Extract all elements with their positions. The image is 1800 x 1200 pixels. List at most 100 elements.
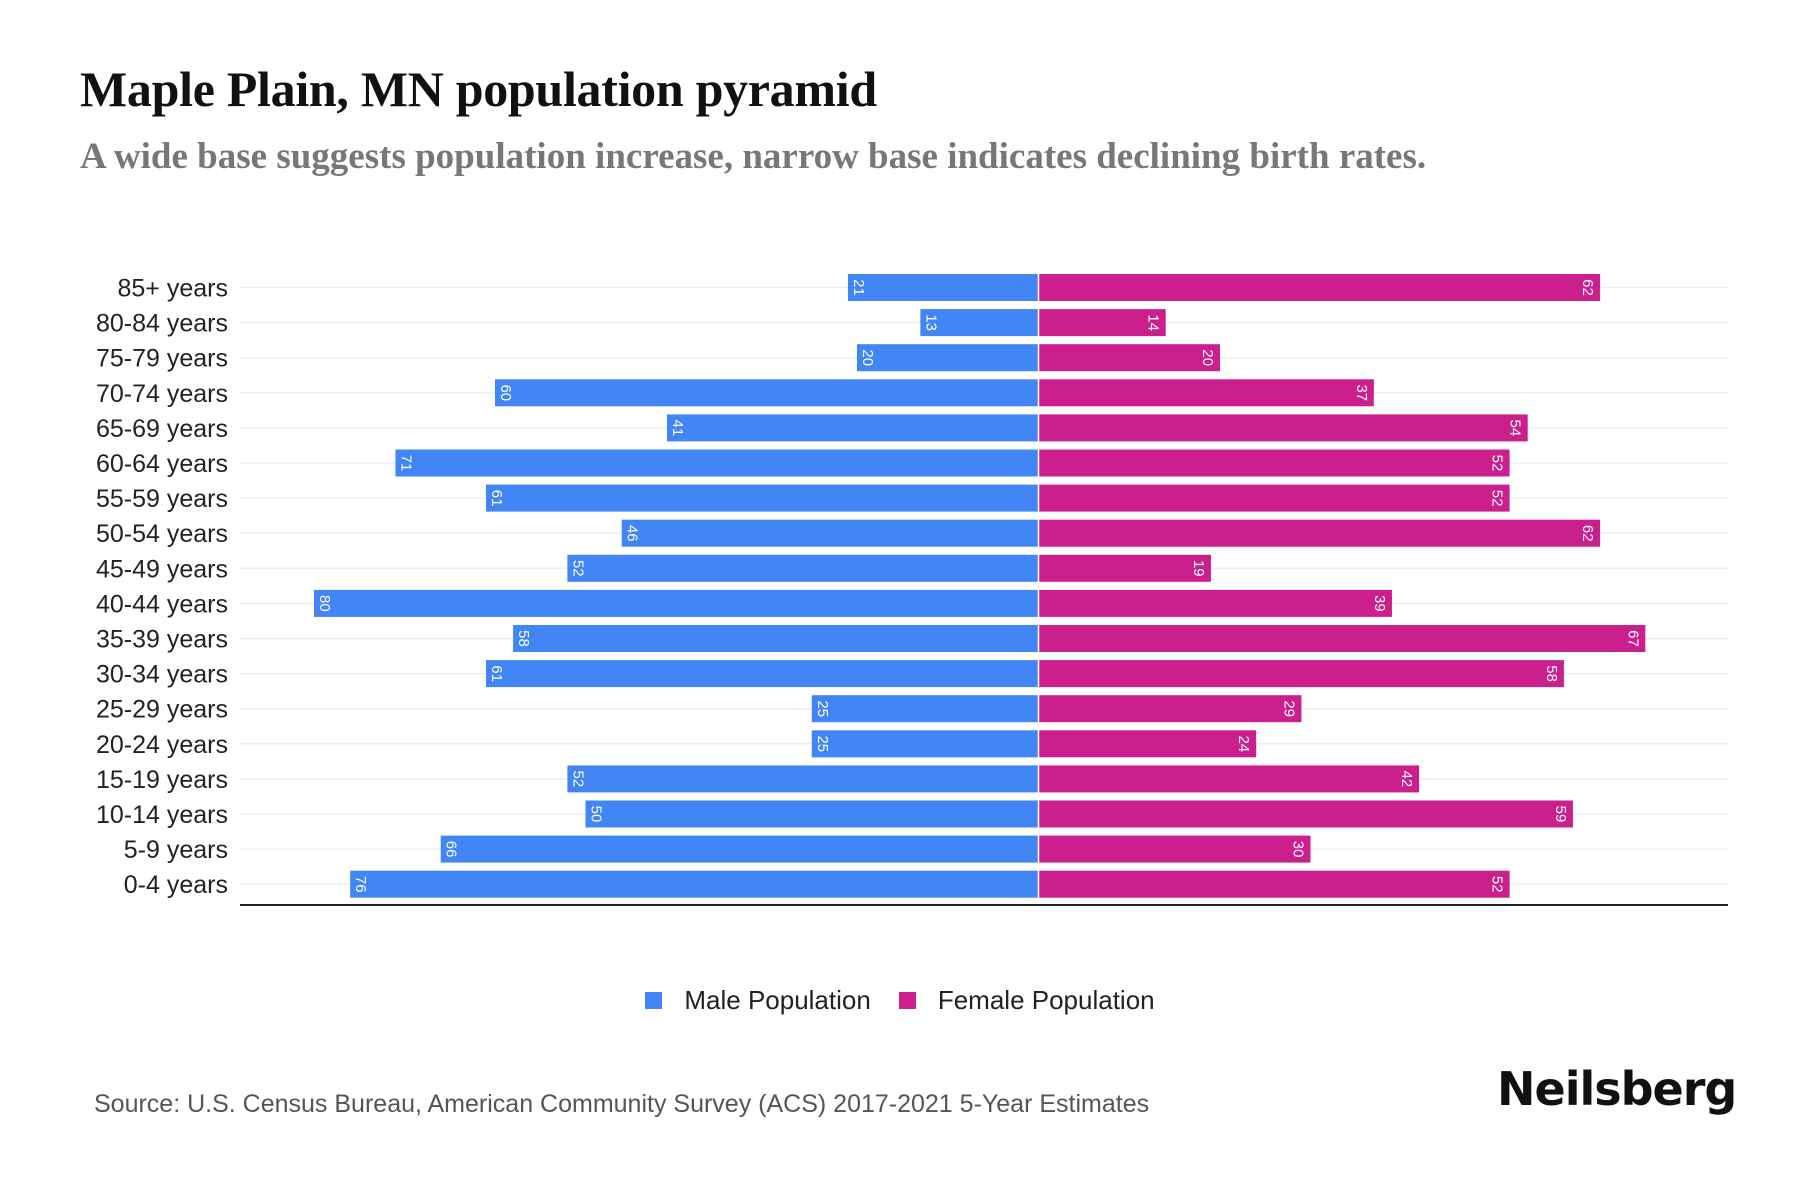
value-label-male-40-44-years: 80 (316, 595, 333, 612)
bar-male-25-29-years[interactable] (811, 695, 1038, 723)
value-label-female-80-84-years: 14 (1145, 314, 1162, 331)
source-note: Source: U.S. Census Bureau, American Com… (94, 1090, 1150, 1118)
category-labels: 85+ years 80-84 years 75-79 years 70-74 yea… (96, 275, 228, 900)
legend-label-female: Female Population (937, 985, 1155, 1015)
bars (314, 274, 1646, 898)
bar-female-80-84-years[interactable] (1039, 309, 1166, 337)
category-label-80-84-years: 80-84 years (96, 310, 228, 338)
value-label-male-30-34-years: 61 (488, 665, 505, 682)
bar-male-30-34-years[interactable] (485, 660, 1038, 688)
legend-item-male[interactable]: Male Population (645, 985, 871, 1016)
value-label-male-50-54-years: 46 (624, 525, 641, 542)
category-label-85plus-years: 85+ years (118, 275, 229, 303)
bar-female-0-4-years[interactable] (1039, 870, 1510, 898)
category-label-55-59-years: 55-59 years (96, 485, 228, 513)
value-label-female-10-14-years: 59 (1552, 806, 1569, 823)
value-label-male-35-39-years: 58 (515, 630, 532, 647)
category-label-45-49-years: 45-49 years (96, 555, 228, 583)
bar-female-20-24-years[interactable] (1039, 730, 1257, 758)
bar-male-35-39-years[interactable] (513, 625, 1038, 652)
bar-male-55-59-years[interactable] (485, 484, 1038, 512)
value-label-female-60-64-years: 52 (1489, 455, 1506, 472)
bar-female-55-59-years[interactable] (1039, 484, 1510, 512)
value-label-female-65-69-years: 54 (1507, 420, 1524, 437)
value-label-male-15-19-years: 52 (569, 771, 586, 788)
bar-male-65-69-years[interactable] (666, 414, 1038, 442)
bar-female-65-69-years[interactable] (1039, 414, 1528, 442)
category-label-20-24-years: 20-24 years (96, 731, 228, 759)
bar-male-85plus-years[interactable] (847, 274, 1038, 301)
bar-female-85plus-years[interactable] (1039, 274, 1601, 301)
bar-female-30-34-years[interactable] (1039, 660, 1564, 688)
category-label-15-19-years: 15-19 years (96, 766, 228, 794)
category-label-75-79-years: 75-79 years (96, 345, 228, 373)
value-label-female-35-39-years: 67 (1624, 630, 1641, 647)
bar-male-75-79-years[interactable] (857, 344, 1038, 372)
value-label-female-45-49-years: 19 (1190, 560, 1207, 577)
bar-female-60-64-years[interactable] (1039, 449, 1510, 477)
value-label-female-0-4-years: 52 (1489, 876, 1506, 893)
bar-male-5-9-years[interactable] (440, 835, 1038, 863)
bar-female-45-49-years[interactable] (1039, 554, 1211, 582)
bar-female-25-29-years[interactable] (1039, 695, 1302, 723)
value-label-female-70-74-years: 37 (1353, 384, 1370, 401)
bar-female-70-74-years[interactable] (1039, 379, 1374, 407)
value-label-female-5-9-years: 30 (1290, 841, 1307, 858)
bar-female-75-79-years[interactable] (1039, 344, 1220, 372)
bar-male-50-54-years[interactable] (621, 519, 1038, 547)
category-label-40-44-years: 40-44 years (96, 590, 228, 618)
value-label-male-55-59-years: 61 (488, 490, 505, 507)
legend: Male Population Female Population (0, 985, 1800, 1016)
bar-female-10-14-years[interactable] (1039, 800, 1573, 828)
bar-female-35-39-years[interactable] (1039, 625, 1646, 652)
value-labels: 21 62 13 14 20 20 60 37 41 54 71 52 61 52 46 62 52 19 80 39… (316, 279, 1641, 892)
category-label-35-39-years: 35-39 years (96, 626, 228, 654)
bar-female-40-44-years[interactable] (1039, 589, 1392, 617)
gridlines (240, 286, 1728, 885)
value-label-female-50-54-years: 62 (1579, 525, 1596, 542)
bar-male-20-24-years[interactable] (811, 730, 1038, 758)
male-swatch-icon (645, 992, 663, 1009)
population-pyramid-chart: 85+ years 80-84 years 75-79 years 70-74 yea… (96, 274, 1728, 906)
value-label-male-70-74-years: 60 (497, 384, 514, 401)
chart-title: Maple Plain, MN population pyramid (80, 61, 877, 117)
category-label-25-29-years: 25-29 years (96, 696, 228, 724)
bar-male-45-49-years[interactable] (567, 554, 1038, 582)
bar-male-15-19-years[interactable] (567, 765, 1038, 793)
value-label-male-75-79-years: 20 (859, 349, 876, 366)
value-label-male-10-14-years: 50 (588, 806, 605, 823)
value-label-male-85plus-years: 21 (850, 279, 867, 296)
bar-female-15-19-years[interactable] (1039, 765, 1420, 793)
bar-male-0-4-years[interactable] (350, 870, 1038, 898)
category-label-10-14-years: 10-14 years (96, 801, 228, 829)
bar-male-80-84-years[interactable] (920, 309, 1038, 337)
bar-male-60-64-years[interactable] (395, 449, 1038, 477)
bar-male-40-44-years[interactable] (314, 589, 1038, 617)
value-label-female-85plus-years: 62 (1579, 279, 1596, 296)
bar-female-50-54-years[interactable] (1039, 519, 1601, 547)
legend-label-male: Male Population (684, 985, 871, 1015)
bar-male-70-74-years[interactable] (495, 379, 1038, 407)
category-label-5-9-years: 5-9 years (124, 836, 228, 864)
value-label-male-45-49-years: 52 (569, 560, 586, 577)
value-label-female-55-59-years: 52 (1489, 490, 1506, 507)
value-label-male-80-84-years: 13 (922, 314, 939, 331)
category-label-50-54-years: 50-54 years (96, 520, 228, 548)
value-label-female-75-79-years: 20 (1199, 349, 1216, 366)
value-label-female-20-24-years: 24 (1235, 735, 1252, 752)
category-label-60-64-years: 60-64 years (96, 450, 228, 478)
neilsberg-logo: Neilsberg (1497, 1062, 1737, 1116)
female-swatch-icon (898, 992, 916, 1009)
value-label-female-30-34-years: 58 (1543, 665, 1560, 682)
value-label-female-15-19-years: 42 (1398, 771, 1415, 788)
legend-item-female[interactable]: Female Population (898, 985, 1155, 1016)
value-label-male-65-69-years: 41 (669, 420, 686, 437)
bar-male-10-14-years[interactable] (585, 800, 1039, 828)
value-label-male-20-24-years: 25 (814, 735, 831, 752)
value-label-female-25-29-years: 29 (1280, 700, 1297, 717)
chart-subtitle: A wide base suggests population increase… (80, 136, 1427, 177)
value-label-male-25-29-years: 25 (814, 700, 831, 717)
value-label-male-0-4-years: 76 (352, 876, 369, 893)
bar-female-5-9-years[interactable] (1039, 835, 1311, 863)
value-label-male-5-9-years: 66 (443, 841, 460, 858)
